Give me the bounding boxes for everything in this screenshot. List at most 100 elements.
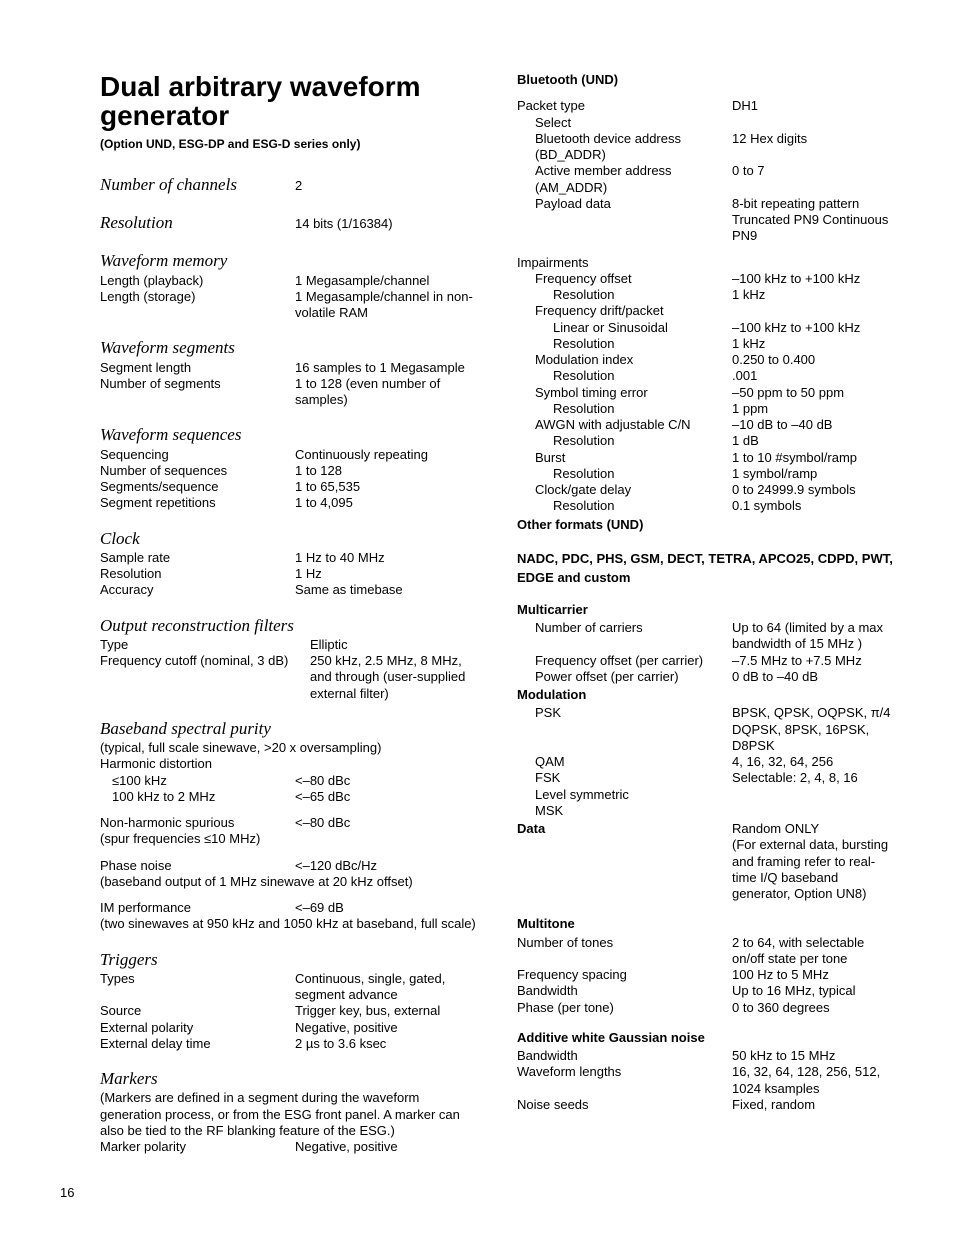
section-title: Markers — [100, 1068, 477, 1089]
spec-row: MSK — [517, 803, 894, 819]
spec-row: Symbol timing error–50 ppm to 50 ppm — [517, 385, 894, 401]
spec-label: Frequency offset (per carrier) — [517, 653, 732, 669]
spec-value: 1 to 128 — [295, 463, 477, 479]
spec-label: (spur frequencies ≤10 MHz) — [100, 831, 295, 847]
spec-value — [732, 115, 894, 131]
spec-value: Negative, positive — [295, 1020, 477, 1036]
main-heading: Dual arbitrary waveform generator — [100, 72, 477, 131]
spec-row: Segment length16 samples to 1 Megasample — [100, 360, 477, 376]
sub-heading: NADC, PDC, PHS, GSM, DECT, TETRA, APCO25… — [517, 549, 894, 588]
sub-heading: Modulation — [517, 687, 894, 703]
spec-label: MSK — [517, 803, 732, 819]
spec-row: Payload data8-bit repeating pattern Trun… — [517, 196, 894, 245]
spec-value — [732, 787, 894, 803]
spec-label: Power offset (per carrier) — [517, 669, 732, 685]
spec-row: FSKSelectable: 2, 4, 8, 16 — [517, 770, 894, 786]
sub-heading: Multicarrier — [517, 602, 894, 618]
left-column: Dual arbitrary waveform generator (Optio… — [100, 72, 477, 1155]
section-title: Triggers — [100, 949, 477, 970]
spec-row: Modulation index0.250 to 0.400 — [517, 352, 894, 368]
spec-label: Sequencing — [100, 447, 295, 463]
spec-value: 2 — [295, 178, 302, 194]
spec-value: 16 samples to 1 Megasample — [295, 360, 477, 376]
spec-label: Bluetooth device address (BD_ADDR) — [517, 131, 732, 164]
spec-value: 1 Hz — [295, 566, 477, 582]
spec-value: 14 bits (1/16384) — [295, 216, 393, 232]
spec-row: Resolution1 kHz — [517, 287, 894, 303]
spec-note: (baseband output of 1 MHz sinewave at 20… — [100, 874, 477, 890]
spec-label: Clock/gate delay — [517, 482, 732, 498]
spec-label: Marker polarity — [100, 1139, 295, 1155]
spec-value: –100 kHz to +100 kHz — [732, 320, 894, 336]
section-title: Resolution — [100, 212, 295, 233]
spec-value: –7.5 MHz to +7.5 MHz — [732, 653, 894, 669]
spec-value: 1 dB — [732, 433, 894, 449]
sub-heading: (Option UND, ESG-DP and ESG-D series onl… — [100, 137, 477, 152]
spec-row: Phase noise<–120 dBc/Hz — [100, 858, 477, 874]
spec-row: Segment repetitions1 to 4,095 — [100, 495, 477, 511]
spec-row: Sample rate1 Hz to 40 MHz — [100, 550, 477, 566]
spec-value: 0.250 to 0.400 — [732, 352, 894, 368]
spec-value — [732, 255, 894, 271]
page-number: 16 — [60, 1185, 894, 1201]
spec-value: <–80 dBc — [295, 815, 477, 831]
spec-label: Segment length — [100, 360, 295, 376]
section-title: Waveform sequences — [100, 424, 477, 445]
spec-value: 2 to 64, with selectable on/off state pe… — [732, 935, 894, 968]
spec-value: –100 kHz to +100 kHz — [732, 271, 894, 287]
spec-label: Length (playback) — [100, 273, 295, 289]
spec-value: 50 kHz to 15 MHz — [732, 1048, 894, 1064]
right-column: Bluetooth (UND)Packet typeDH1SelectBluet… — [517, 72, 894, 1155]
spec-row: Number of segments1 to 128 (even number … — [100, 376, 477, 409]
spec-label: Length (storage) — [100, 289, 295, 322]
spec-value: <–69 dB — [295, 900, 477, 916]
spec-row: Frequency drift/packet — [517, 303, 894, 319]
spec-value: 1 Megasample/channel in non-volatile RAM — [295, 289, 477, 322]
spec-row: Noise seedsFixed, random — [517, 1097, 894, 1113]
spec-row: TypeElliptic — [100, 637, 477, 653]
sub-heading: Data — [517, 821, 732, 902]
spec-row: (spur frequencies ≤10 MHz) — [100, 831, 477, 847]
spec-value: 2 µs to 3.6 ksec — [295, 1036, 477, 1052]
spec-row: AccuracySame as timebase — [100, 582, 477, 598]
spec-row: Select — [517, 115, 894, 131]
spec-value — [732, 803, 894, 819]
section-title: Clock — [100, 528, 477, 549]
spec-value: <–80 dBc — [295, 773, 477, 789]
spec-row: Frequency offset (per carrier)–7.5 MHz t… — [517, 653, 894, 669]
spec-value: 1 kHz — [732, 336, 894, 352]
spec-label: Modulation index — [517, 352, 732, 368]
spec-value: 250 kHz, 2.5 MHz, 8 MHz, and through (us… — [310, 653, 477, 702]
spec-label: Phase noise — [100, 858, 295, 874]
spec-label: Accuracy — [100, 582, 295, 598]
spec-value: 0 to 360 degrees — [732, 1000, 894, 1016]
spec-row: Clock/gate delay0 to 24999.9 symbols — [517, 482, 894, 498]
spec-value: 0 to 7 — [732, 163, 894, 196]
spec-label: Number of tones — [517, 935, 732, 968]
spec-label: FSK — [517, 770, 732, 786]
spec-value: 4, 16, 32, 64, 256 — [732, 754, 894, 770]
spec-label: Non-harmonic spurious — [100, 815, 295, 831]
spec-value: 16, 32, 64, 128, 256, 512, 1024 ksamples — [732, 1064, 894, 1097]
spec-label: Types — [100, 971, 295, 1004]
spec-label: Harmonic distortion — [100, 756, 295, 772]
spec-value: 1 Megasample/channel — [295, 273, 477, 289]
spec-row: Number of tones2 to 64, with selectable … — [517, 935, 894, 968]
spec-value — [732, 303, 894, 319]
spec-value: 1 to 65,535 — [295, 479, 477, 495]
spec-value: Up to 16 MHz, typical — [732, 983, 894, 999]
section-note: (Markers are defined in a segment during… — [100, 1090, 477, 1139]
section-title: Waveform segments — [100, 337, 477, 358]
section-title: Number of channels — [100, 174, 295, 195]
spec-label: Resolution — [517, 336, 732, 352]
section-title: Output reconstruction filters — [100, 615, 477, 636]
spec-row: ≤100 kHz<–80 dBc — [100, 773, 477, 789]
spec-row: BandwidthUp to 16 MHz, typical — [517, 983, 894, 999]
spec-row: Frequency cutoff (nominal, 3 dB)250 kHz,… — [100, 653, 477, 702]
spec-row: Level symmetric — [517, 787, 894, 803]
spec-label: Impairments — [517, 255, 732, 271]
spec-row: PSKBPSK, QPSK, OQPSK, π/4 DQPSK, 8PSK, 1… — [517, 705, 894, 754]
spec-label: Resolution — [517, 287, 732, 303]
spec-label: Resolution — [517, 433, 732, 449]
spec-value: Trigger key, bus, external — [295, 1003, 477, 1019]
